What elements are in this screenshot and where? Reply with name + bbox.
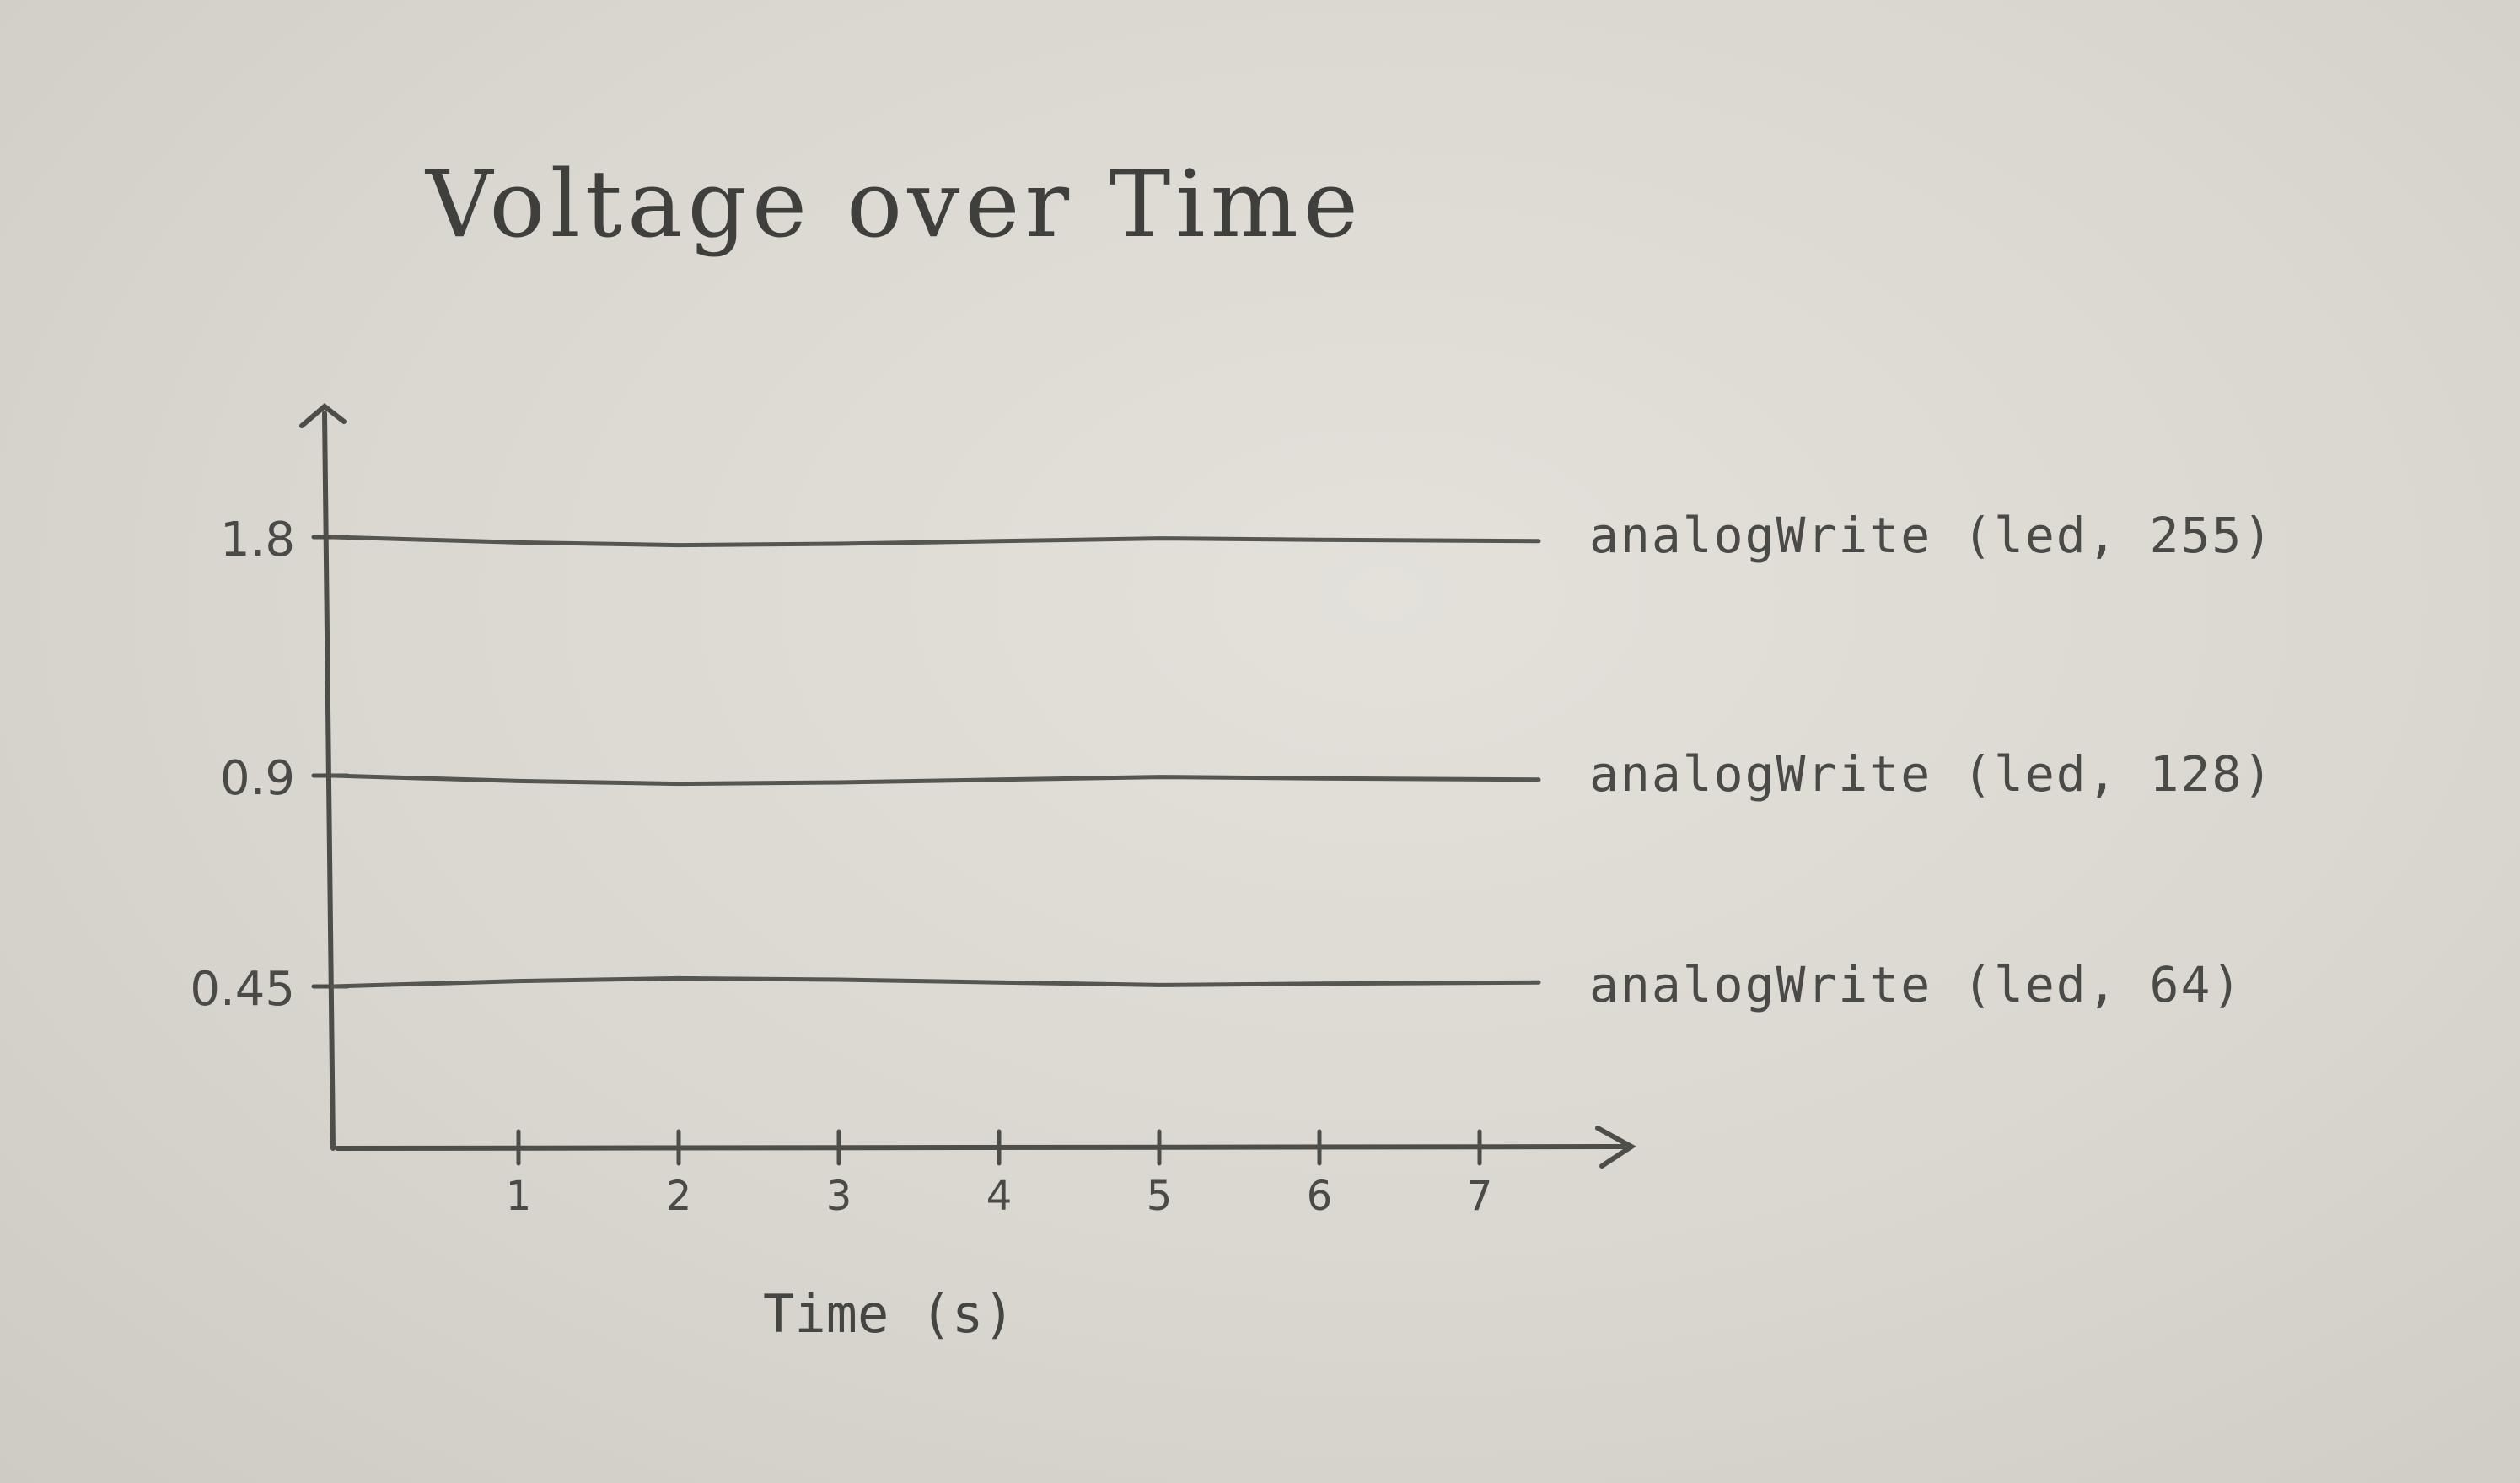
x-tick-label-5: 5 bbox=[1147, 1173, 1173, 1220]
series-label-2: analogWrite (led, 128) bbox=[1589, 745, 2274, 803]
x-tick-label-4: 4 bbox=[986, 1173, 1013, 1220]
x-tick-label-6: 6 bbox=[1307, 1173, 1333, 1220]
x-axis-arrowhead bbox=[1595, 1126, 1636, 1169]
series-label-1: analogWrite (led, 255) bbox=[1589, 507, 2274, 564]
x-axis bbox=[335, 1144, 1625, 1151]
y-axis bbox=[322, 411, 336, 1151]
x-tick-label-1: 1 bbox=[506, 1173, 532, 1220]
series-line-1 bbox=[330, 535, 1541, 548]
y-tick-label-0_45: 0.45 bbox=[190, 962, 295, 1017]
x-tick-label-7: 7 bbox=[1467, 1173, 1493, 1220]
y-tick-label-0_9: 0.9 bbox=[220, 751, 295, 806]
x-tick-label-3: 3 bbox=[826, 1173, 852, 1220]
y-tick-label-1_8: 1.8 bbox=[220, 513, 295, 567]
series-line-2 bbox=[330, 773, 1541, 787]
ticks-layer: 1 2 3 4 5 6 7 1.8 0.9 0.45 bbox=[190, 513, 1492, 1220]
x-tick-label-2: 2 bbox=[666, 1173, 692, 1220]
series-line-3 bbox=[330, 975, 1541, 989]
series-layer: analogWrite (led, 255) analogWrite (led, … bbox=[330, 507, 2274, 1013]
chart-title: Voltage over Time bbox=[424, 150, 1363, 258]
x-axis-label: Time (s) bbox=[763, 1283, 1015, 1345]
y-axis-arrowhead bbox=[299, 403, 347, 428]
series-label-3: analogWrite (led, 64) bbox=[1589, 956, 2243, 1013]
